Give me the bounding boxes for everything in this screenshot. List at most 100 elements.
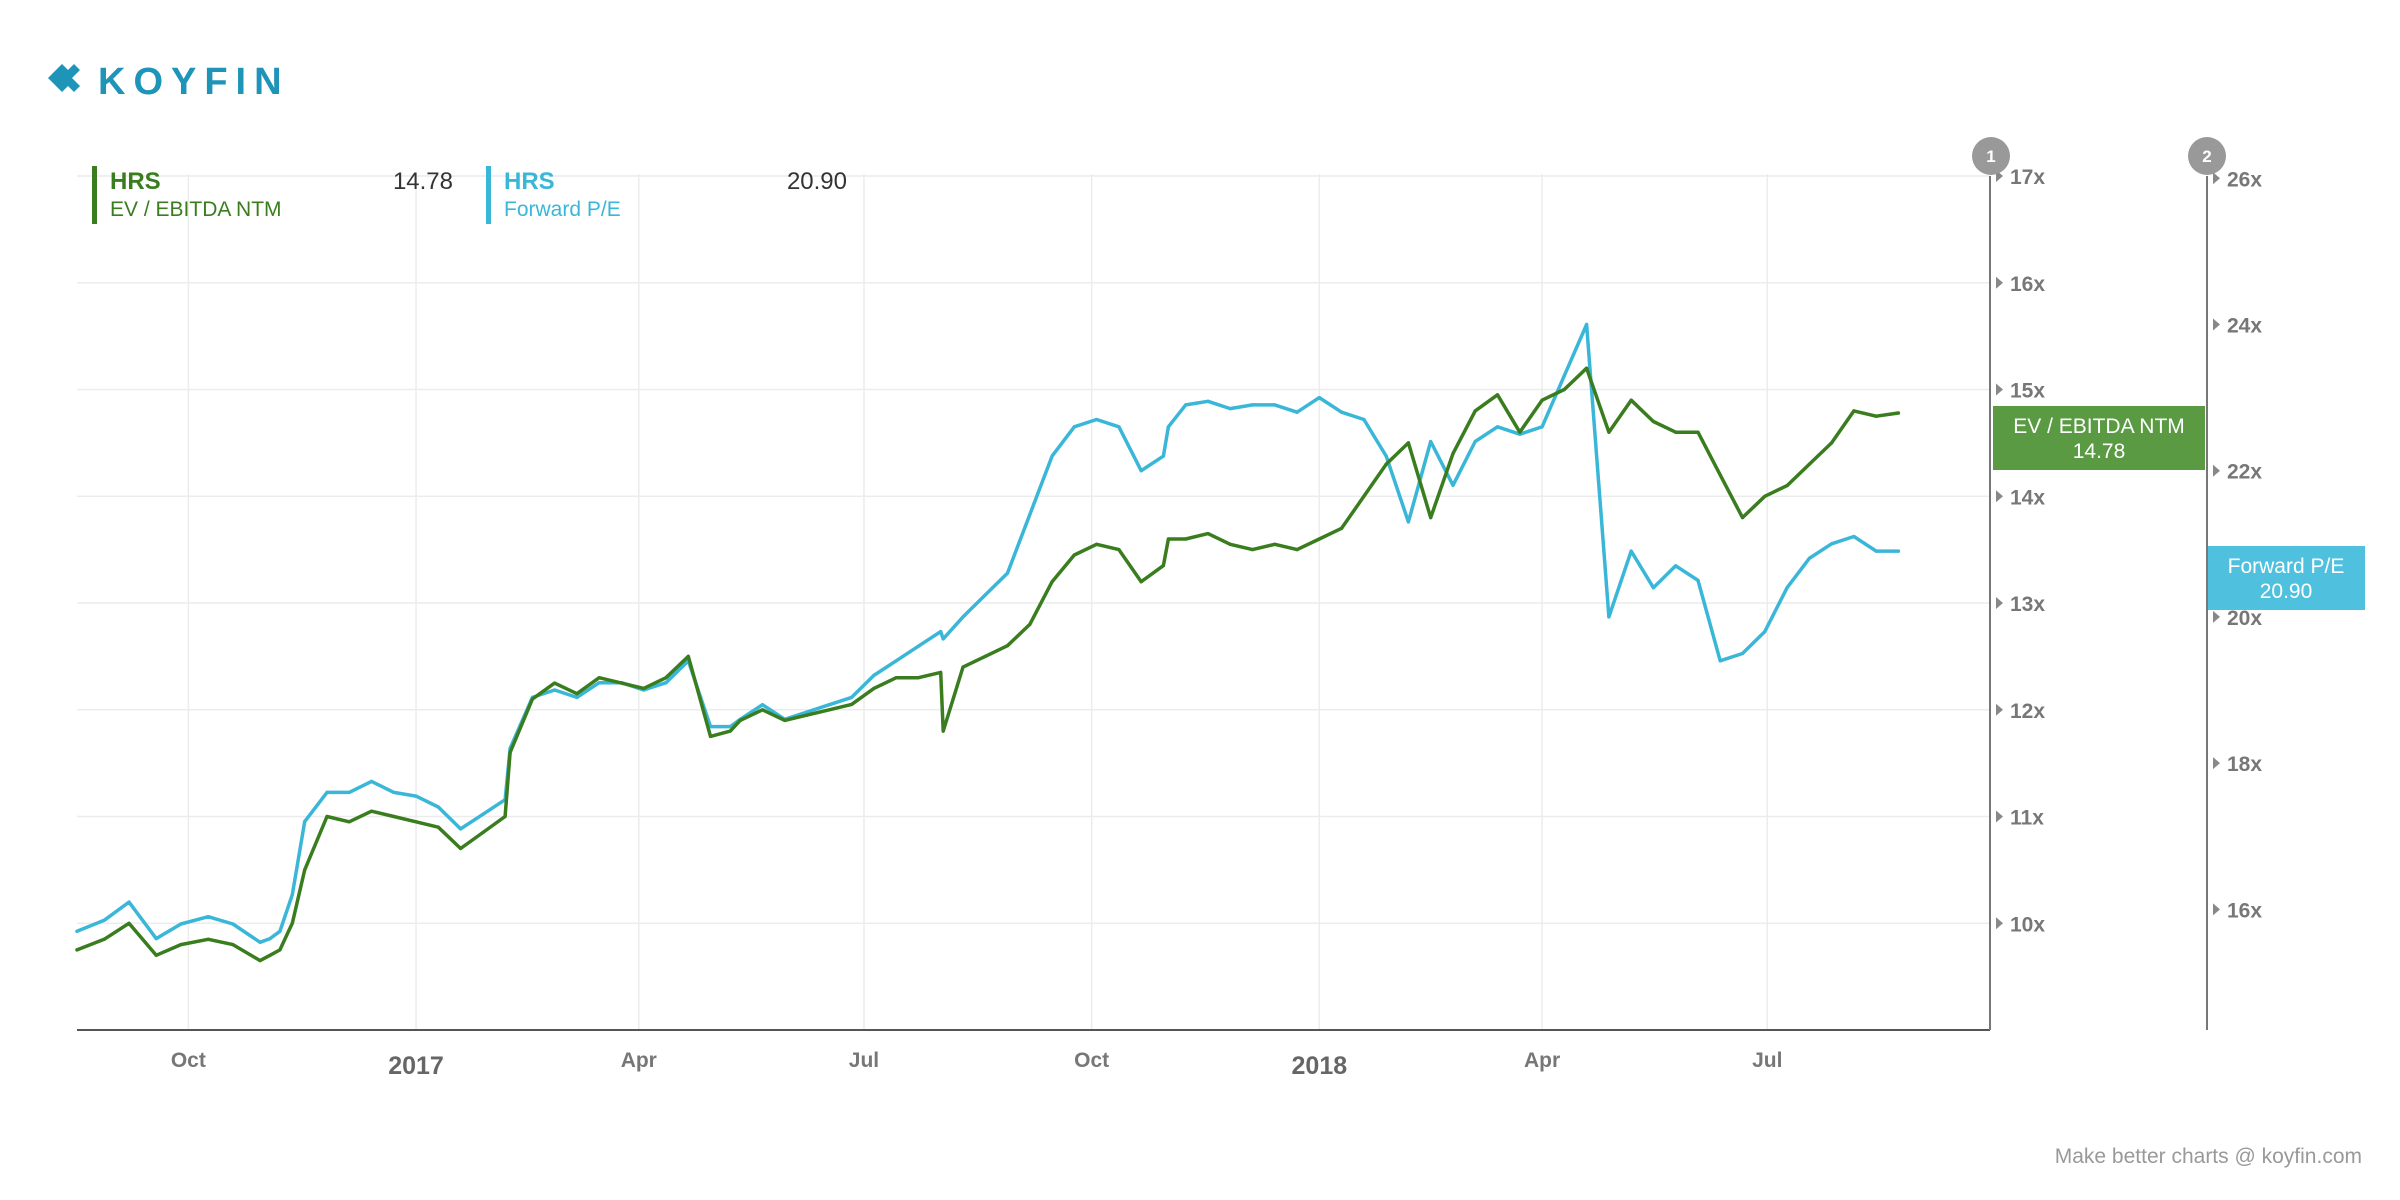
legend-item-forward-pe[interactable]: HRS Forward P/E 20.90 [486, 166, 847, 224]
data-point [1206, 532, 1210, 536]
x-tick-label: 2018 [1292, 1052, 1348, 1080]
data-point [1362, 417, 1366, 422]
data-point [1161, 564, 1165, 568]
data-point [290, 893, 294, 897]
data-point [1785, 586, 1789, 590]
data-point [961, 615, 965, 619]
data-point [481, 812, 485, 816]
y-tick-marker [2213, 464, 2220, 477]
data-point [1317, 537, 1321, 541]
data-point [664, 676, 668, 680]
data-point [508, 750, 512, 755]
axis-badge-number: 1 [1986, 147, 1995, 166]
data-point [102, 937, 106, 941]
value-tag-box [1993, 406, 2205, 470]
data-point [827, 708, 831, 712]
legend-item-ev-ebitda[interactable]: HRS EV / EBITDA NTM 14.78 [92, 166, 453, 224]
data-point [530, 697, 535, 701]
data-point [1005, 644, 1010, 648]
data-point [1117, 425, 1121, 429]
data-point [708, 734, 713, 739]
data-point [783, 718, 787, 723]
data-point [303, 868, 307, 872]
data-point [154, 953, 158, 957]
y-tick-label: 24x [2227, 314, 2262, 337]
data-point [414, 794, 418, 798]
data-point [179, 943, 183, 947]
data-point [258, 959, 262, 963]
data-point [642, 686, 646, 691]
data-point [154, 937, 158, 941]
legend-symbol: HRS [110, 168, 161, 195]
data-point [1384, 462, 1388, 466]
data-point [1607, 430, 1611, 434]
data-point [347, 820, 351, 824]
data-point [1451, 483, 1455, 487]
data-point [983, 593, 987, 597]
data-point [1473, 439, 1477, 444]
data-point [1607, 615, 1611, 619]
data-point [1696, 430, 1700, 434]
y-tick-label: 22x [2227, 461, 2262, 484]
x-tick-label: Oct [1074, 1049, 1109, 1072]
data-point [1117, 548, 1121, 552]
data-point [872, 673, 876, 678]
data-point [1184, 537, 1188, 541]
data-point [1250, 403, 1255, 407]
axis-badge-2[interactable]: 2 [2188, 137, 2226, 175]
y-tick-label: 12x [2010, 700, 2045, 723]
data-point [941, 729, 945, 733]
data-point [738, 718, 742, 723]
x-tick-label: Apr [621, 1049, 657, 1072]
data-point [179, 922, 183, 926]
data-point [481, 830, 485, 835]
data-point [1228, 407, 1232, 411]
data-point [805, 713, 809, 717]
data-point [961, 665, 965, 669]
data-point [760, 703, 765, 707]
data-point [939, 630, 943, 634]
y-tick-label: 14x [2010, 486, 2045, 509]
data-point [1629, 549, 1633, 553]
data-point [290, 921, 294, 925]
data-point [369, 779, 374, 784]
koyfin-logo: KOYFIN [48, 61, 282, 103]
data-point [1495, 393, 1500, 397]
data-point [1651, 419, 1655, 424]
data-point [303, 820, 307, 824]
y-tick-marker [1996, 276, 2003, 289]
data-point [872, 686, 876, 691]
y-tick-marker [2213, 318, 2220, 331]
data-point [1896, 411, 1900, 415]
data-point [1072, 425, 1076, 429]
data-point [268, 953, 272, 957]
y-tick-label: 13x [2010, 593, 2045, 616]
axis-badge-1[interactable]: 1 [1972, 137, 2010, 175]
data-point [1050, 580, 1054, 584]
data-point [1585, 322, 1589, 327]
footer-credit[interactable]: Make better charts @ koyfin.com [2055, 1145, 2362, 1168]
data-point [1540, 398, 1544, 402]
y-tick-label: 18x [2227, 753, 2262, 776]
data-point [728, 725, 732, 729]
data-point [686, 654, 690, 659]
y-tick-marker [1996, 383, 2003, 396]
y-tick-marker [1996, 490, 2003, 503]
data-point [1184, 403, 1188, 407]
data-point [1674, 564, 1678, 568]
data-point [1696, 578, 1700, 583]
y-tick-label: 17x [2010, 166, 2045, 189]
data-point [805, 710, 809, 714]
data-point [1473, 409, 1477, 413]
legend-series-name: EV / EBITDA NTM [110, 198, 282, 221]
data-point [347, 790, 351, 795]
x-tick-label: 2017 [388, 1052, 444, 1080]
data-point [894, 659, 898, 663]
value-tag-ev-ebitda: EV / EBITDA NTM 14.78 [1993, 406, 2205, 470]
data-point [1206, 399, 1210, 403]
data-point [575, 695, 579, 700]
data-point [1852, 534, 1856, 539]
y-tick-marker [2213, 757, 2220, 770]
data-point [503, 814, 507, 819]
